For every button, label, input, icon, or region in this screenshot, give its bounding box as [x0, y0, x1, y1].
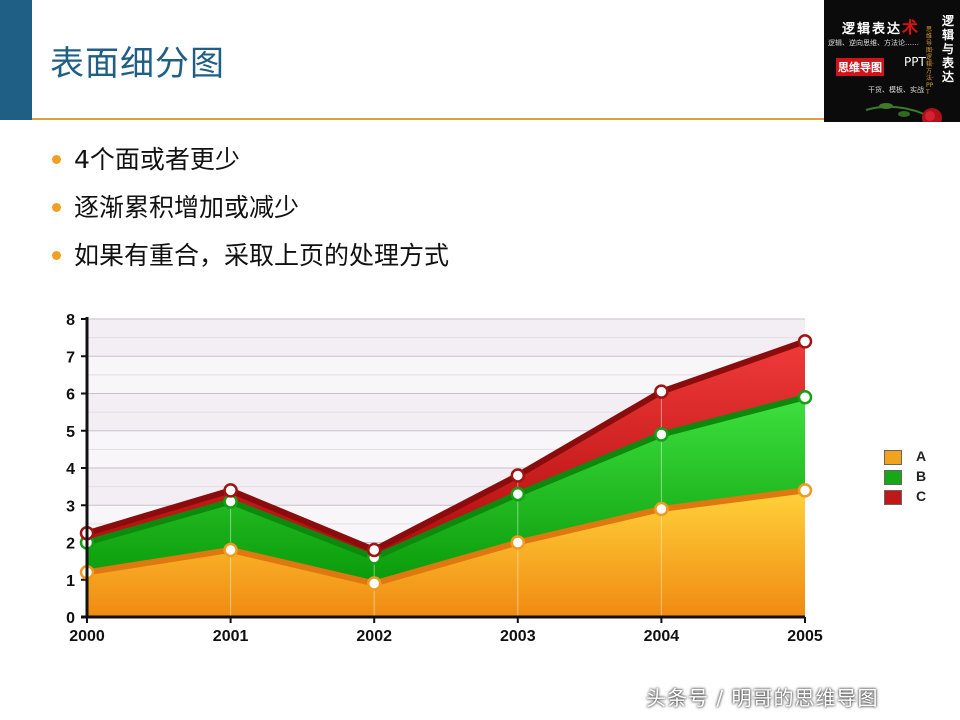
data-point-c: [654, 384, 669, 399]
data-point-a: [366, 576, 382, 591]
header-divider: [32, 118, 824, 120]
data-point-b: [797, 389, 813, 405]
bullet-item: 逐渐累积增加或减少: [52, 188, 449, 236]
series-edge-b: [86, 394, 806, 561]
bullet-dot-icon: [52, 251, 61, 260]
bullet-text: 4个面或者更少: [74, 145, 240, 174]
data-point-a: [654, 501, 669, 517]
data-point-c: [510, 468, 526, 483]
bullet-dot-icon: [52, 155, 61, 164]
legend-label-b: B: [916, 468, 927, 484]
data-point-b: [654, 427, 669, 442]
y-tick-label: 4: [66, 461, 75, 478]
bullet-text: 逐渐累积增加或减少: [74, 193, 300, 222]
legend-swatch-a: [884, 450, 902, 465]
logo-line2: 逻辑、逆向思维、方法论……: [828, 39, 919, 47]
y-tick-label: 1: [66, 573, 75, 590]
data-point-a: [797, 483, 813, 498]
area-series-b: [87, 397, 805, 584]
legend-label-c: C: [916, 488, 927, 504]
series-edge-a: [86, 487, 806, 587]
legend-swatch-c: [884, 490, 902, 505]
rose-icon: [865, 103, 942, 122]
x-tick-label: 2005: [787, 628, 823, 645]
stacked-area-chart: 0 1 2 3 4 5 6 7 8 2000 2001 2002 2003 2004 2005: [66, 312, 823, 645]
y-tick-label: 0: [66, 610, 75, 627]
y-tick-label: 8: [66, 312, 75, 329]
x-tick-label: 2003: [500, 628, 536, 645]
logo-line3: 思维导图: [836, 58, 884, 76]
logo-line5: 干货、模板、实战: [868, 86, 924, 94]
logo-line4: PPT: [904, 55, 926, 69]
data-point-a: [223, 542, 238, 558]
data-point-c: [797, 334, 813, 349]
header-accent-bar: [0, 0, 32, 120]
y-tick-label: 3: [66, 498, 75, 515]
bullet-dot-icon: [52, 203, 61, 212]
x-tick-label: 2002: [356, 628, 392, 645]
page-title: 表面细分图: [50, 44, 225, 84]
area-series-a: [87, 490, 805, 617]
y-tick-label: 7: [66, 349, 75, 366]
legend-swatch-b: [884, 470, 902, 485]
data-point-c: [366, 542, 382, 558]
bullet-list: 4个面或者更少 逐渐累积增加或减少 如果有重合，采取上页的处理方式: [52, 140, 449, 284]
series-edge-c: [86, 338, 806, 553]
legend-label-a: A: [916, 448, 927, 464]
data-point-a: [510, 535, 526, 550]
x-tick-label: 2000: [69, 628, 105, 645]
logo-line1: 逻辑表达术: [842, 18, 921, 37]
y-tick-label: 2: [66, 536, 75, 553]
logo-vertical-text: 逻辑与表达: [942, 14, 955, 84]
bullet-item: 4个面或者更少: [52, 140, 449, 188]
x-tick-label: 2004: [644, 628, 680, 645]
brand-logo: 逻辑表达术 逻辑、逆向思维、方法论…… 思维导图 PPT 干货、模板、实战 逻辑…: [824, 0, 960, 122]
x-tick-label: 2001: [213, 628, 249, 645]
data-point-c: [223, 483, 238, 498]
bullet-text: 如果有重合，采取上页的处理方式: [74, 241, 450, 270]
bullet-item: 如果有重合，采取上页的处理方式: [52, 236, 449, 284]
watermark: 头条号 / 明哥的思维导图: [646, 686, 879, 710]
y-tick-label: 6: [66, 387, 75, 404]
logo-vertical-small-text: 思维导图·逻辑·方法·PPT: [926, 26, 934, 96]
y-tick-label: 5: [66, 424, 75, 441]
data-point-b: [510, 486, 526, 502]
